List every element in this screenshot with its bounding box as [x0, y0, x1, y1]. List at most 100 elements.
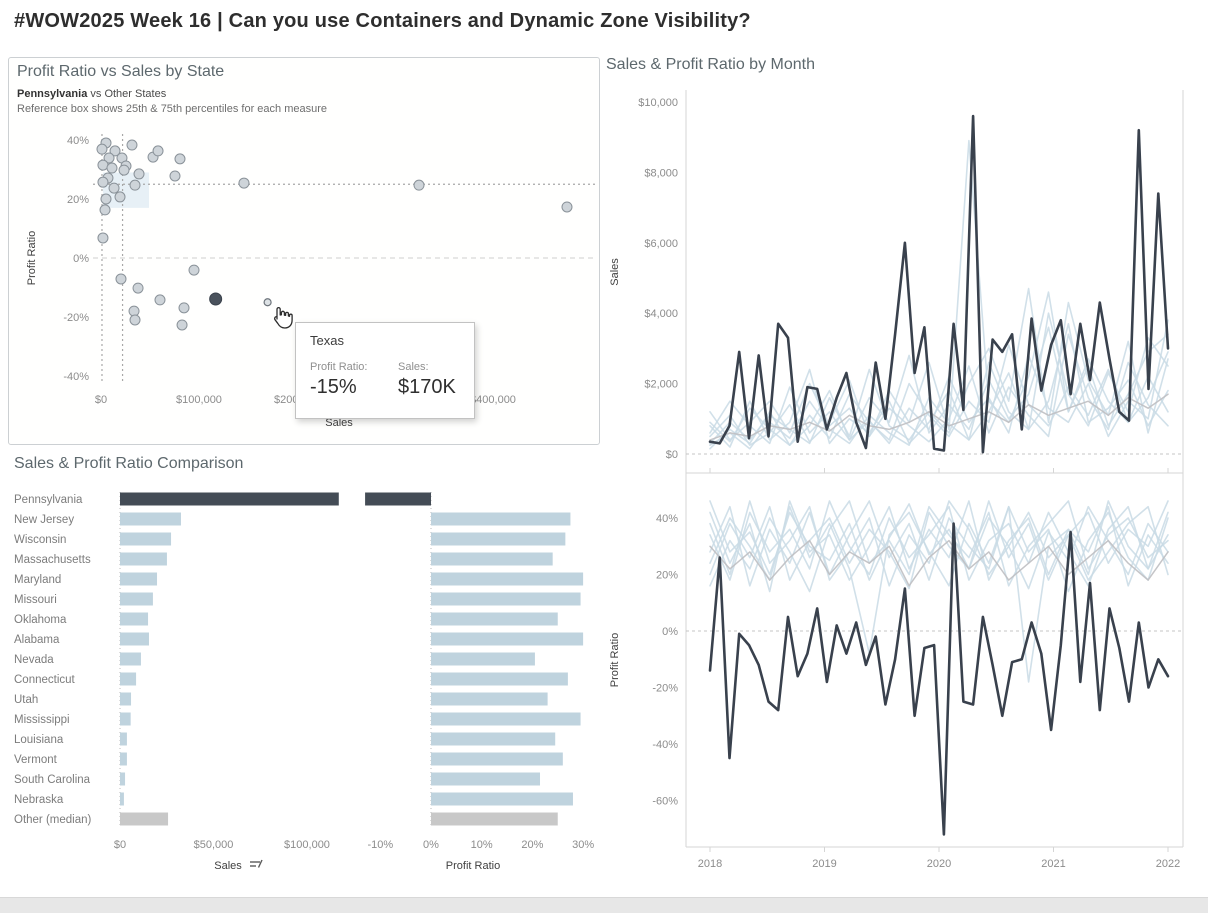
sales-bar[interactable]: [120, 752, 127, 766]
profit-ratio-bar[interactable]: [431, 752, 563, 766]
scatter-point[interactable]: [561, 201, 573, 213]
sort-icon[interactable]: [250, 859, 263, 868]
scatter-point[interactable]: [129, 314, 141, 326]
sales-bar[interactable]: [120, 692, 132, 706]
scatter-point[interactable]: [99, 204, 111, 216]
tooltip-sales-label: Sales:: [398, 361, 429, 373]
tooltip-profit-value: -15%: [310, 376, 357, 398]
sales-bar[interactable]: [120, 612, 149, 626]
other-state-sales-line[interactable]: [709, 319, 1169, 450]
median-profit-line[interactable]: [709, 539, 1169, 587]
scatter-point[interactable]: [106, 162, 118, 174]
scatter-point[interactable]: [97, 159, 109, 171]
scatter-point[interactable]: [96, 143, 108, 155]
axis-tick-label: 0%: [423, 839, 439, 851]
scatter-point[interactable]: [129, 179, 141, 191]
texas-point-hovered[interactable]: [263, 298, 272, 307]
sales-bar[interactable]: [120, 592, 153, 606]
profit-ratio-bar[interactable]: [431, 692, 548, 706]
sales-bar[interactable]: [120, 712, 131, 726]
profit-ratio-bar[interactable]: [431, 512, 571, 526]
profit-ratio-bar[interactable]: [431, 592, 581, 606]
pennsylvania-sales-line[interactable]: [708, 114, 1170, 454]
other-state-profit-line[interactable]: [709, 500, 1169, 587]
sales-bar[interactable]: [120, 772, 126, 786]
profit-ratio-bar[interactable]: [431, 612, 558, 626]
other-state-sales-line[interactable]: [709, 322, 1169, 450]
sales-bar[interactable]: [120, 812, 169, 826]
sales-bar[interactable]: [120, 652, 141, 666]
profit-ratio-bar[interactable]: [431, 792, 573, 806]
profit-ratio-bar[interactable]: [431, 712, 581, 726]
profit-ratio-bar[interactable]: [431, 732, 556, 746]
state-label: Maryland: [14, 574, 61, 586]
tooltip-profit-label: Profit Ratio:: [310, 361, 368, 373]
profit-ratio-bar[interactable]: [431, 532, 566, 546]
sales-bar[interactable]: [120, 512, 181, 526]
axis-tick-label: -20%: [63, 312, 89, 324]
sales-bar[interactable]: [120, 672, 137, 686]
scatter-point[interactable]: [97, 176, 109, 188]
bottom-scroll-strip[interactable]: [0, 897, 1208, 913]
scatter-point[interactable]: [109, 145, 121, 157]
scatter-point[interactable]: [188, 264, 200, 276]
scatter-point[interactable]: [174, 153, 186, 165]
other-state-profit-line[interactable]: [709, 500, 1169, 590]
profit-ratio-bar[interactable]: [431, 652, 535, 666]
profit-ratio-bar[interactable]: [431, 812, 558, 826]
profit-ratio-bar[interactable]: [431, 772, 541, 786]
scatter-point[interactable]: [238, 177, 250, 189]
sales-bar[interactable]: [120, 732, 127, 746]
sales-y-axis-label: Sales: [609, 258, 621, 286]
other-state-sales-line[interactable]: [709, 312, 1169, 448]
profit-ratio-bar[interactable]: [431, 632, 584, 646]
scatter-point[interactable]: [118, 164, 130, 176]
scatter-point[interactable]: [133, 168, 145, 180]
scatter-point[interactable]: [176, 319, 188, 331]
scatter-point[interactable]: [126, 139, 138, 151]
profit-axis-label: Profit Ratio: [446, 860, 500, 872]
profit-ratio-bar[interactable]: [431, 572, 584, 586]
bar-chart-title: Sales & Profit Ratio Comparison: [14, 455, 244, 472]
other-state-sales-line[interactable]: [709, 344, 1169, 447]
scatter-point[interactable]: [108, 182, 120, 194]
state-label: Louisiana: [14, 734, 64, 746]
sales-bar[interactable]: [120, 792, 124, 806]
sales-bar[interactable]: [120, 572, 158, 586]
scatter-note: Reference box shows 25th & 75th percenti…: [17, 103, 328, 115]
profit-ratio-bar[interactable]: [431, 552, 553, 566]
scatter-point[interactable]: [152, 145, 164, 157]
axis-tick-label: $2,000: [644, 379, 678, 391]
pennsylvania-profit-line[interactable]: [708, 522, 1170, 836]
other-state-profit-line[interactable]: [709, 500, 1169, 590]
scatter-point[interactable]: [169, 170, 181, 182]
other-state-profit-line[interactable]: [709, 500, 1169, 683]
scatter-point[interactable]: [154, 294, 166, 306]
sales-bar[interactable]: [120, 552, 167, 566]
tooltip-sales-value: $170K: [398, 376, 456, 398]
state-label: South Carolina: [14, 774, 91, 786]
scatter-point[interactable]: [178, 302, 190, 314]
scatter-point[interactable]: [114, 191, 126, 203]
scatter-point[interactable]: [100, 193, 112, 205]
axis-tick-label: $0: [666, 449, 678, 461]
median-sales-line[interactable]: [709, 393, 1169, 441]
scatter-point[interactable]: [103, 152, 115, 164]
axis-tick-label: -40%: [652, 739, 678, 751]
scatter-point[interactable]: [97, 232, 109, 244]
profit-ratio-bar[interactable]: [431, 672, 568, 686]
axis-tick-label: $10,000: [638, 97, 678, 109]
scatter-point[interactable]: [132, 282, 144, 294]
scatter-point[interactable]: [115, 273, 127, 285]
sales-bar[interactable]: [120, 632, 149, 646]
axis-tick-label: 40%: [656, 513, 678, 525]
scatter-point[interactable]: [413, 179, 425, 191]
pennsylvania-point[interactable]: [209, 292, 223, 306]
sales-bar[interactable]: [120, 492, 339, 506]
scatter-y-axis-label: Profit Ratio: [26, 231, 38, 285]
sales-bar[interactable]: [120, 532, 172, 546]
other-state-sales-line[interactable]: [709, 287, 1169, 445]
profit-y-axis-label: Profit Ratio: [609, 633, 621, 687]
profit-ratio-bar[interactable]: [365, 492, 431, 506]
axis-tick-label: -20%: [652, 683, 678, 695]
